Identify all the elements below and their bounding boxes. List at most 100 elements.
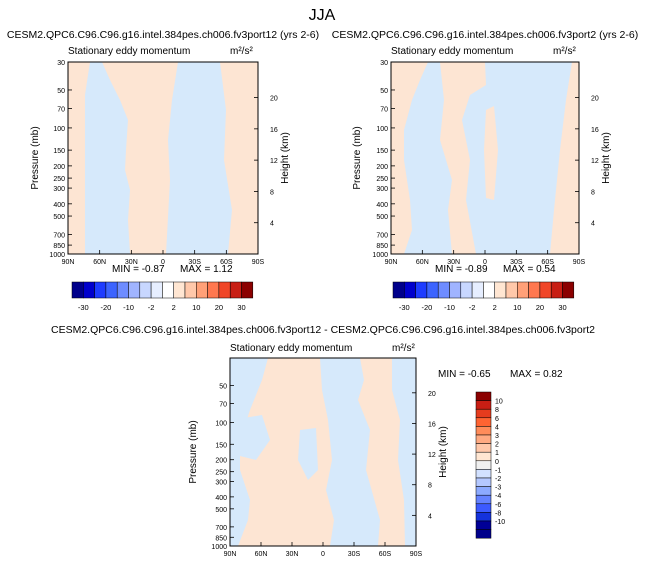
colorbar-label: 30: [237, 303, 245, 312]
panel-1-min-label: MIN = -0.87: [112, 264, 165, 275]
panel-2-title: CESM2.QPC6.C96.C96.g16.intel.384pes.ch00…: [332, 29, 638, 41]
colorbar-label: 10: [495, 399, 503, 406]
y-tick-label: 700: [376, 232, 388, 239]
y2-tick-label: 8: [591, 189, 595, 196]
colorbar-swatch: [83, 281, 95, 299]
colorbar-swatch: [150, 281, 163, 299]
y2-tick-label: 12: [270, 158, 278, 165]
y-tick-label: 200: [215, 458, 227, 465]
colorbar-swatch: [494, 281, 507, 299]
panel-3-y-axis-label: Pressure (mb): [188, 420, 199, 483]
colorbar-swatch: [475, 426, 492, 436]
colorbar-swatch: [539, 281, 552, 299]
y-tick-label: 400: [376, 202, 388, 209]
x-tick-label: 90N: [224, 551, 237, 558]
y-tick-label: 100: [376, 126, 388, 133]
panel-3-negative-region: [298, 428, 318, 480]
colorbar-swatch: [437, 281, 450, 299]
x-tick-label: 30S: [510, 259, 523, 266]
panel-2-positive-region: [440, 62, 486, 254]
colorbar-swatch: [229, 281, 242, 299]
y-tick-label: 70: [380, 106, 388, 113]
x-tick-label: 60S: [379, 551, 392, 558]
y2-tick-label: 20: [270, 96, 278, 103]
colorbar-label: -2: [148, 303, 155, 312]
y2-tick-label: 4: [270, 221, 274, 228]
y-tick-label: 850: [215, 535, 227, 542]
colorbar-swatch: [471, 281, 484, 299]
y-tick-label: 70: [219, 401, 227, 408]
panel-2-positive-region: [391, 62, 428, 254]
x-tick-label: 30N: [286, 551, 299, 558]
y-tick-label: 300: [376, 186, 388, 193]
panel-1-subtitle: Stationary eddy momentum: [68, 46, 190, 57]
page-title: JJA: [309, 7, 336, 24]
colorbar-label: -2: [469, 303, 476, 312]
y-tick-label: 30: [380, 60, 388, 67]
colorbar-panel-2: -30 -20 -10 -2 2 10 20 30: [392, 281, 575, 312]
y2-tick-label: 4: [428, 513, 432, 520]
colorbar-swatch: [550, 281, 563, 299]
x-tick-label: 60N: [255, 551, 268, 558]
colorbar-label: 4: [495, 424, 499, 431]
panel-1: CESM2.QPC6.C96.C96.g16.intel.384pes.ch00…: [7, 29, 319, 312]
colorbar-panel-1: -30 -20 -10 -2 2 10 20 30: [71, 281, 254, 312]
y-tick-label: 850: [53, 243, 65, 250]
panel-1-y-axis-label: Pressure (mb): [30, 126, 41, 189]
y-tick-label: 850: [376, 243, 388, 250]
colorbar-swatch: [528, 281, 541, 299]
y-tick-label: 1000: [49, 252, 65, 259]
colorbar-swatch: [415, 281, 428, 299]
colorbar-swatch: [475, 417, 492, 427]
y2-tick-label: 16: [270, 127, 278, 134]
colorbar-swatch: [475, 408, 492, 419]
x-tick-label: 0: [321, 551, 325, 558]
y-tick-label: 500: [215, 507, 227, 514]
panel-2-positive-region: [550, 62, 579, 254]
y2-tick-label: 8: [428, 483, 432, 490]
panel-1-y2-axis-label: Height (km): [280, 132, 291, 184]
panel-2-units: m²/s²: [553, 46, 576, 57]
panel-1-positive-region: [102, 62, 178, 254]
colorbar-swatch: [404, 281, 416, 299]
colorbar-swatch: [196, 281, 208, 299]
y-tick-label: 50: [380, 88, 388, 95]
colorbar-swatch: [460, 281, 473, 299]
colorbar-label: 1: [495, 450, 499, 457]
x-tick-label: 30N: [447, 259, 460, 266]
y2-tick-label: 12: [428, 452, 436, 459]
colorbar-label: 10: [513, 303, 521, 312]
panel-3-negative-region: [392, 358, 416, 546]
x-tick-label: 0: [161, 259, 165, 266]
colorbar-swatch: [505, 281, 518, 299]
panel-2-subtitle: Stationary eddy momentum: [391, 46, 513, 57]
colorbar-swatch: [105, 281, 118, 299]
colorbar-swatch: [71, 281, 84, 299]
colorbar-swatch: [241, 281, 254, 299]
y-tick-label: 150: [215, 442, 227, 449]
colorbar-swatch: [392, 281, 405, 299]
panel-2-positive-region: [484, 106, 498, 200]
colorbar-label: -30: [78, 303, 89, 312]
colorbar-swatch: [162, 281, 174, 299]
y2-tick-label: 4: [591, 221, 595, 228]
colorbar-label: -6: [495, 502, 501, 509]
colorbar-swatch: [426, 281, 439, 299]
x-tick-label: 90S: [252, 259, 265, 266]
colorbar-label: 2: [172, 303, 176, 312]
panel-3: CESM2.QPC6.C96.C96.g16.intel.384pes.ch00…: [51, 324, 595, 558]
panel-3-subtitle: Stationary eddy momentum: [230, 343, 352, 354]
colorbar-label: -20: [100, 303, 111, 312]
panel-3-negative-region: [232, 415, 270, 460]
y2-tick-label: 8: [270, 189, 274, 196]
panel-3-max-label: MAX = 0.82: [510, 369, 563, 380]
colorbar-label: 20: [536, 303, 544, 312]
colorbar-label: -30: [399, 303, 410, 312]
colorbar-label: -4: [495, 493, 501, 500]
colorbar-label: -10: [495, 519, 505, 526]
x-tick-label: 30S: [348, 551, 361, 558]
colorbar-label: 8: [495, 407, 499, 414]
colorbar-label: 2: [495, 442, 499, 449]
colorbar-swatch: [475, 400, 492, 410]
